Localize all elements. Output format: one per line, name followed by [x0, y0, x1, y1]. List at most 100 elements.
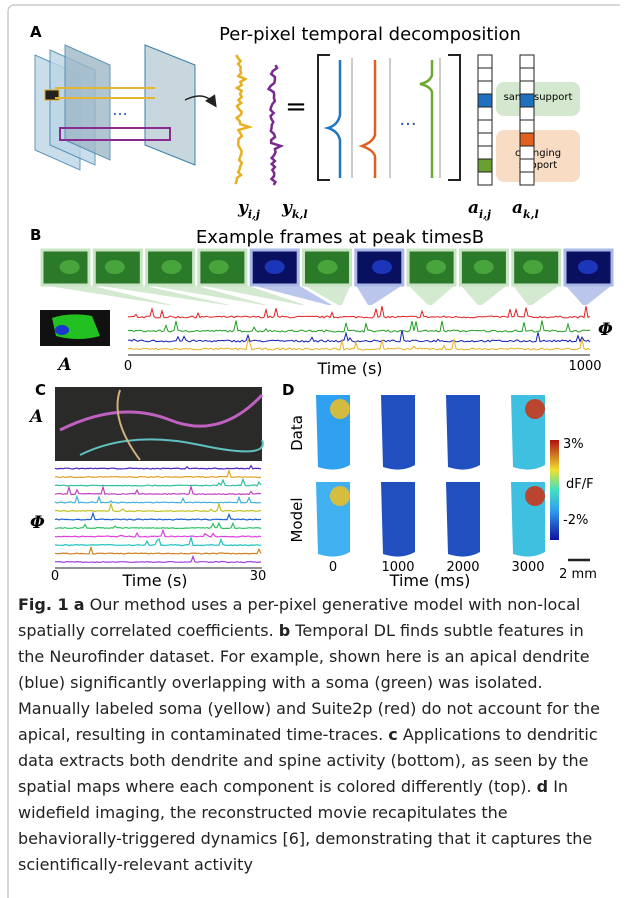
panel-title: Per-pixel temporal decomposition [219, 24, 521, 45]
tick-label: 30 [250, 569, 267, 584]
axis-label: Time (s) [121, 571, 187, 590]
coefficient-cell [477, 67, 493, 82]
support-label: changing support [515, 148, 561, 171]
panel-letter: D [282, 381, 294, 399]
symbol: y [281, 198, 293, 218]
subscript: i,j [248, 208, 260, 221]
frame-blob [577, 260, 598, 274]
frame [7, 4, 620, 898]
subscript: k,l [292, 208, 308, 221]
frame-blob [104, 260, 125, 274]
math-label: yi,j [237, 198, 260, 221]
trace [127, 306, 591, 319]
row-label: Data [288, 415, 306, 451]
caption-letter: d [536, 777, 549, 796]
trace [234, 54, 254, 185]
dendrite-map [55, 387, 262, 461]
tick-label: 3000 [511, 560, 544, 575]
math-label: ak,l [512, 198, 539, 221]
brain-map [446, 482, 480, 557]
panel-letter: A [30, 23, 42, 41]
caption-letter: a [73, 595, 85, 614]
coefficient-cell [519, 67, 535, 82]
brain-map [446, 395, 480, 470]
caption-text: Applications to dendritic data extracts … [18, 725, 598, 796]
caption-label: Fig. 1 [18, 595, 69, 614]
scale-label: 2 mm [559, 567, 597, 582]
support-label: same support [504, 92, 573, 103]
symbol: a [468, 198, 479, 218]
frame-blob [161, 260, 182, 274]
coefficient-cell [519, 80, 535, 95]
frame-connector [146, 285, 267, 305]
coefficient-cell [519, 132, 535, 147]
colorbar-label: -2% [563, 513, 588, 528]
bracket [317, 54, 461, 181]
trace [419, 60, 434, 178]
caption-text: Our method uses a per-pixel generative m… [18, 595, 581, 640]
trace-label: Φ [598, 320, 613, 340]
activity [330, 399, 350, 419]
frame-blob [264, 260, 285, 274]
coefficient-cell [519, 145, 535, 160]
caption: Fig. 1 a Our method uses a per-pixel gen… [18, 592, 610, 878]
support-box [496, 82, 580, 116]
row-label: Model [288, 497, 306, 542]
coefficient-cell [519, 93, 535, 108]
tick-label: 0 [124, 359, 132, 374]
subscript: k,l [523, 208, 539, 221]
tick-label: 1000 [568, 359, 601, 374]
coefficient-cell [477, 80, 493, 95]
coefficient-cell [477, 93, 493, 108]
caption-letter: c [388, 725, 398, 744]
dendrite [59, 393, 264, 432]
colorbar-label: 3% [563, 437, 584, 452]
trace [127, 330, 591, 343]
axis-label: Time (s) [316, 359, 382, 378]
map-label: A [28, 407, 43, 427]
frame-blob [523, 260, 544, 274]
frame [40, 248, 91, 287]
trace [323, 60, 342, 178]
subscript: i,j [479, 208, 491, 221]
trace [54, 535, 262, 547]
coefficient-cell [519, 119, 535, 134]
trace [54, 464, 262, 470]
coefficient-cell [477, 54, 493, 69]
trace [54, 484, 262, 496]
trace [54, 511, 262, 521]
frame-connector [565, 285, 612, 305]
coefficient-cell [519, 171, 535, 186]
caption-letter: b [278, 621, 291, 640]
colorbar-label: dF/F [566, 477, 594, 492]
trace [127, 338, 591, 351]
coefficient-cell [477, 171, 493, 186]
trace [54, 521, 262, 530]
frame-connector [251, 285, 332, 305]
frame-connector [303, 285, 351, 305]
frame-connector [460, 285, 508, 305]
trace [54, 528, 262, 538]
frame-blob [426, 260, 447, 274]
tick-label: 0 [329, 560, 337, 575]
frame-connector [355, 285, 403, 305]
activity [525, 399, 545, 419]
coefficient-cell [519, 54, 535, 69]
panel-letter: C [35, 381, 46, 399]
frame-connector [198, 285, 305, 305]
colorbar [550, 440, 559, 540]
caption-text: In widefield imaging, the reconstructed … [18, 777, 593, 874]
frame-blob [208, 260, 229, 274]
frame-connector [408, 285, 456, 305]
frame-blob [317, 260, 338, 274]
coefficient-cell [477, 132, 493, 147]
coefficient-cell [477, 145, 493, 160]
trace [54, 501, 262, 513]
movie-stack: ... [34, 44, 217, 171]
axis-label: Time (ms) [389, 571, 471, 590]
equals: = [285, 92, 307, 122]
trace [54, 554, 262, 564]
trace [54, 477, 262, 487]
trace [54, 545, 262, 555]
